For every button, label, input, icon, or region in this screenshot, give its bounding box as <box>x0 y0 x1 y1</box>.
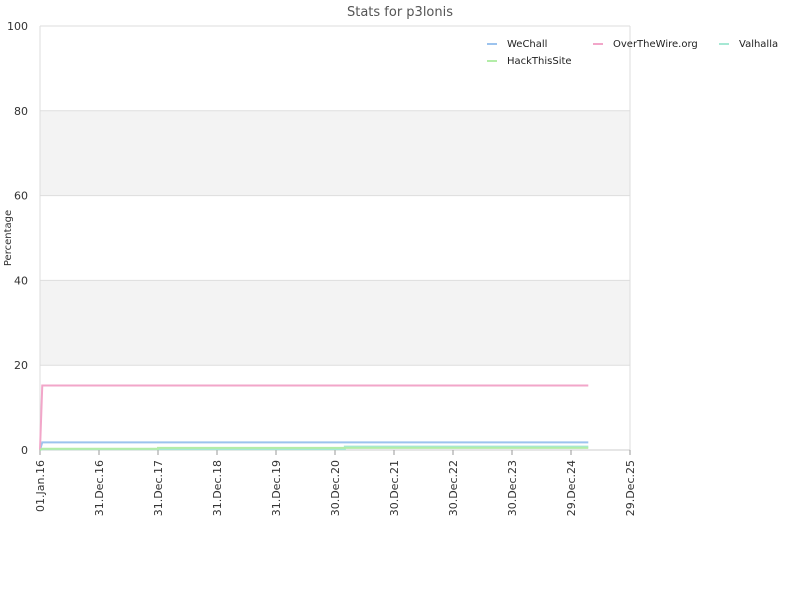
x-tick-label: 30.Dec.21 <box>388 460 401 516</box>
y-tick-label: 80 <box>14 105 28 118</box>
x-tick-label: 30.Dec.23 <box>506 460 519 516</box>
y-tick-labels: 0 20 40 60 80 100 <box>7 20 28 457</box>
x-tick-label: 31.Dec.18 <box>211 460 224 516</box>
x-tick-label: 31.Dec.17 <box>152 460 165 516</box>
x-tick-label: 30.Dec.20 <box>329 460 342 516</box>
chart-title: Stats for p3lonis <box>347 5 453 20</box>
legend-label: HackThisSite <box>507 56 572 67</box>
legend-label: WeChall <box>507 39 547 50</box>
x-tick-label: 29.Dec.25 <box>624 460 637 516</box>
x-tick-labels: 01.Jan.16 31.Dec.16 31.Dec.17 31.Dec.18 31.D… <box>34 450 637 516</box>
plot-band <box>40 110 630 196</box>
plot-band <box>40 280 630 366</box>
x-tick-label: 29.Dec.24 <box>565 460 578 516</box>
plot-bands <box>40 110 630 366</box>
y-tick-label: 100 <box>7 20 28 33</box>
legend-label: OverTheWire.org <box>613 39 698 50</box>
series-line <box>39 446 589 451</box>
series-lines <box>39 384 589 451</box>
series-line <box>39 384 589 451</box>
x-tick-label: 31.Dec.19 <box>270 460 283 516</box>
y-axis-label: Percentage <box>3 210 14 266</box>
x-tick-label: 30.Dec.22 <box>447 460 460 516</box>
y-tick-label: 20 <box>14 359 28 372</box>
legend: WeChall OverTheWire.org Valhalla HackThisSi… <box>487 39 778 67</box>
grid-lines <box>40 25 630 366</box>
x-tick-label: 01.Jan.16 <box>34 460 47 512</box>
y-tick-label: 0 <box>21 444 28 457</box>
y-tick-label: 60 <box>14 190 28 203</box>
y-tick-label: 40 <box>14 274 28 287</box>
legend-label: Valhalla <box>739 39 778 50</box>
x-tick-label: 31.Dec.16 <box>93 460 106 516</box>
